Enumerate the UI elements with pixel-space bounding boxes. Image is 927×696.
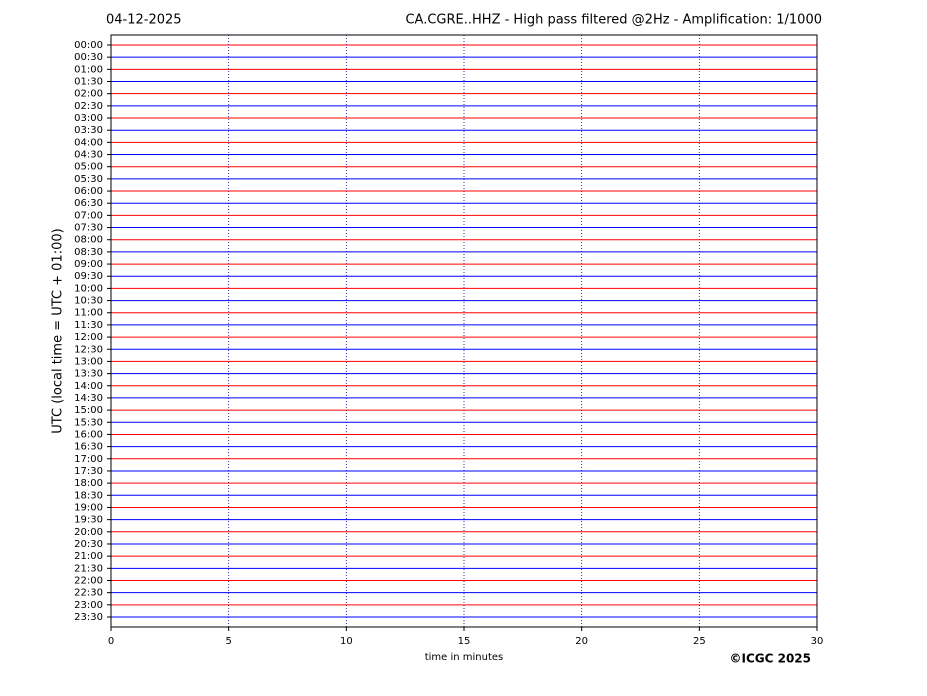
y-tick-label: 04:30	[74, 150, 103, 161]
y-tick-label: 21:00	[74, 551, 103, 562]
y-tick-label: 11:30	[74, 320, 103, 331]
x-tick-label: 15	[458, 636, 471, 647]
y-tick-label: 01:00	[74, 64, 103, 75]
y-tick-label: 07:30	[74, 223, 103, 234]
y-tick-label: 19:30	[74, 515, 103, 526]
y-tick-label: 14:30	[74, 393, 103, 404]
y-tick-label: 01:30	[74, 77, 103, 88]
x-axis-label: time in minutes	[425, 652, 504, 663]
plot-frame	[110, 34, 818, 628]
y-tick-label: 09:30	[74, 271, 103, 282]
chart-title: CA.CGRE..HHZ - High pass filtered @2Hz -…	[405, 13, 822, 28]
y-tick-label: 03:00	[74, 113, 103, 124]
y-tick-label: 13:30	[74, 369, 103, 380]
y-tick-label: 00:30	[74, 52, 103, 63]
y-tick-label: 16:30	[74, 442, 103, 453]
y-tick-label: 08:30	[74, 247, 103, 258]
x-tick-label: 0	[108, 636, 114, 647]
y-tick-label: 17:30	[74, 466, 103, 477]
y-tick-label: 07:00	[74, 210, 103, 221]
y-tick-label: 23:30	[74, 612, 103, 623]
y-tick-label: 20:30	[74, 539, 103, 550]
y-tick-label: 00:00	[74, 40, 103, 51]
y-tick-label: 22:00	[74, 575, 103, 586]
y-tick-label: 11:00	[74, 308, 103, 319]
y-tick-label: 12:00	[74, 332, 103, 343]
y-tick-label: 21:30	[74, 563, 103, 574]
y-tick-label: 13:00	[74, 356, 103, 367]
x-tick-label: 25	[693, 636, 706, 647]
x-tick-label: 10	[340, 636, 353, 647]
y-tick-label: 23:00	[74, 600, 103, 611]
y-tick-label: 12:30	[74, 344, 103, 355]
y-tick-label: 17:00	[74, 454, 103, 465]
y-tick-label: 14:00	[74, 381, 103, 392]
y-tick-label: 15:30	[74, 417, 103, 428]
y-tick-label: 05:00	[74, 162, 103, 173]
x-tick-label: 5	[225, 636, 231, 647]
y-tick-label: 06:00	[74, 186, 103, 197]
date: 04-12-2025	[106, 13, 182, 28]
y-tick-label: 02:00	[74, 89, 103, 100]
y-tick-label: 18:30	[74, 490, 103, 501]
y-tick-label: 06:30	[74, 198, 103, 209]
credit: ©ICGC 2025	[729, 652, 811, 666]
y-tick-label: 19:00	[74, 502, 103, 513]
x-tick-label: 20	[575, 636, 588, 647]
y-tick-label: 04:00	[74, 137, 103, 148]
y-tick-label: 20:00	[74, 527, 103, 538]
y-tick-label: 10:00	[74, 283, 103, 294]
y-tick-label: 10:30	[74, 296, 103, 307]
y-tick-label: 09:00	[74, 259, 103, 270]
y-tick-label: 15:00	[74, 405, 103, 416]
y-tick-label: 05:30	[74, 174, 103, 185]
y-tick-label: 18:00	[74, 478, 103, 489]
y-tick-label: 03:30	[74, 125, 103, 136]
y-axis-label: UTC (local time = UTC + 01:00)	[51, 228, 66, 433]
x-tick-label: 30	[811, 636, 824, 647]
y-tick-label: 22:30	[74, 588, 103, 599]
y-tick-label: 16:00	[74, 429, 103, 440]
y-tick-label: 02:30	[74, 101, 103, 112]
y-tick-label: 08:00	[74, 235, 103, 246]
